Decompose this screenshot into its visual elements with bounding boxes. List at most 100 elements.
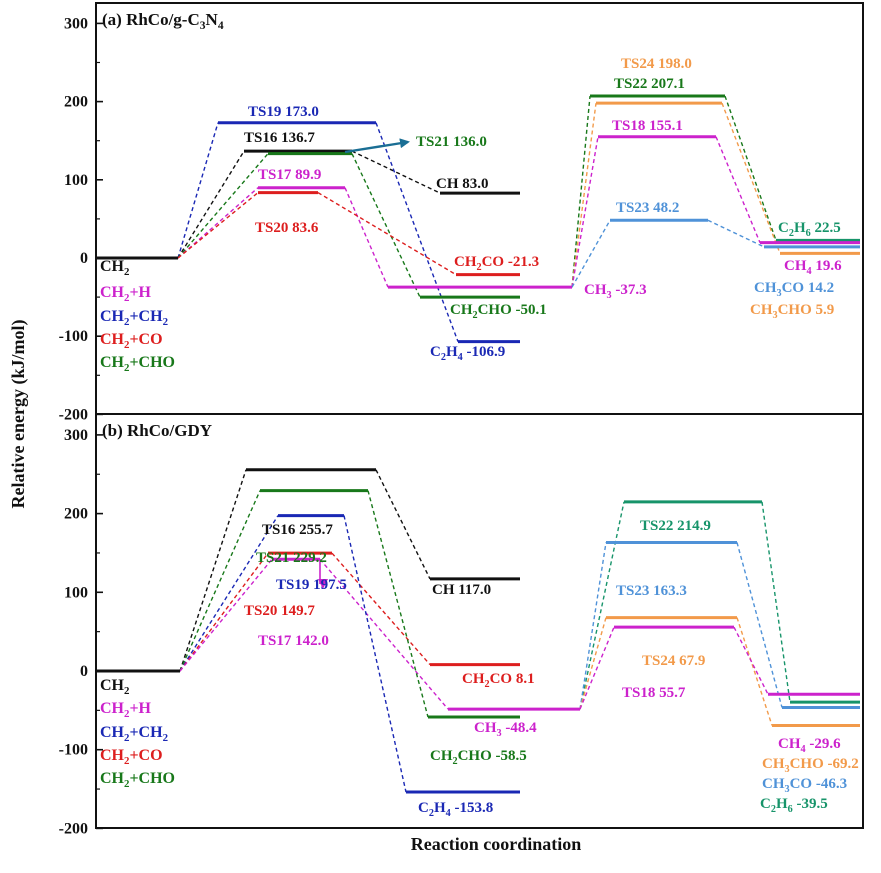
connector-line <box>571 95 591 288</box>
connector-line <box>571 103 597 288</box>
connector-lines <box>177 95 791 793</box>
data-label: CH2CO -21.3 <box>454 254 539 273</box>
y-tick-label: 100 <box>64 584 88 601</box>
y-tick-label: 300 <box>64 427 88 444</box>
panel-b-frame: 300 200 100 0 -100 -200 (b) RhCo/GDY <box>59 413 864 837</box>
data-label: C2H4 -106.9 <box>430 344 505 363</box>
connector-line <box>177 192 259 259</box>
legend-entry: CH2 <box>100 677 129 697</box>
data-label: TS17 89.9 <box>258 167 321 183</box>
data-label: CH 117.0 <box>432 582 491 598</box>
panel-border <box>95 413 864 829</box>
connector-line <box>317 192 457 276</box>
legend-entry: CH2+H <box>100 700 152 720</box>
data-label: CH3 -37.3 <box>584 282 647 301</box>
connector-line <box>331 552 431 666</box>
connector-line <box>579 542 607 710</box>
data-label: CH2CHO -58.5 <box>430 748 527 767</box>
connector-line <box>733 626 769 695</box>
legend-entry: CH2 <box>100 258 129 278</box>
data-label: TS18 55.7 <box>622 685 686 701</box>
connector-line <box>579 626 615 710</box>
chart-text: Relative energy (kJ/mol) Reaction coordin… <box>8 56 859 854</box>
connector-line <box>715 136 761 243</box>
connector-line <box>351 150 441 194</box>
connector-line <box>375 122 459 342</box>
connector-line <box>375 469 431 580</box>
y-tick-label: -100 <box>59 742 88 759</box>
legend-entry: CH2+CO <box>100 331 163 351</box>
legend-entry: CH2+CHO <box>100 354 175 374</box>
legend-entry: CH2+CH2 <box>100 308 168 328</box>
connector-line <box>367 490 429 718</box>
data-label: TS17 142.0 <box>258 633 329 649</box>
connector-line <box>761 501 791 703</box>
connector-line <box>721 102 781 254</box>
y-tick-label: 0 <box>80 663 88 680</box>
data-label: TS22 207.1 <box>614 76 685 92</box>
connector-line <box>177 150 245 259</box>
y-tick-label: -100 <box>59 328 88 345</box>
connector-line <box>571 219 611 288</box>
data-label: TS18 155.1 <box>612 118 683 134</box>
connector-line <box>736 617 773 726</box>
panel-title: (a) RhCo/g-C3N4 <box>102 10 224 32</box>
data-label: TS24 67.9 <box>642 653 705 669</box>
connector-line <box>179 552 269 672</box>
data-label: TS19 173.0 <box>248 104 319 120</box>
data-label: CH3 -48.4 <box>474 720 537 739</box>
data-label: CH4 -29.6 <box>778 736 841 755</box>
data-label: TS21 229.2 <box>256 550 327 566</box>
data-label: CH3CO 14.2 <box>754 280 834 299</box>
y-tick-label: 300 <box>64 15 88 32</box>
connector-line <box>179 490 261 672</box>
y-tick-label: 200 <box>64 506 88 523</box>
x-axis-title: Reaction coordination <box>411 834 582 854</box>
y-tick-label: -200 <box>59 406 88 423</box>
data-label: CH4 19.6 <box>784 258 842 277</box>
connector-line <box>579 501 625 710</box>
connector-line <box>579 617 607 710</box>
data-label: TS19 197.5 <box>276 577 347 593</box>
data-label: CH3CO -46.3 <box>762 776 847 795</box>
legend-entry: CH2+CHO <box>100 770 175 790</box>
data-label: C2H6 22.5 <box>778 220 841 239</box>
energy-levels <box>96 94 860 794</box>
data-label: CH2CHO -50.1 <box>450 302 547 321</box>
connector-line <box>344 187 389 288</box>
data-label: TS16 136.7 <box>244 130 315 146</box>
data-label: TS20 149.7 <box>244 603 315 619</box>
data-label: TS23 48.2 <box>616 200 679 216</box>
connector-line <box>319 558 449 710</box>
connector-line <box>179 515 279 672</box>
legend-entry: CH2+H <box>100 284 152 304</box>
y-tick-label: 100 <box>64 172 88 189</box>
connector-line <box>724 95 777 241</box>
connector-line <box>571 136 599 288</box>
connector-line <box>736 542 783 708</box>
legend-entry: CH2+CO <box>100 747 163 767</box>
ts21-pointer-arrow <box>344 138 410 154</box>
data-label: C2H6 -39.5 <box>760 796 828 815</box>
connector-line <box>177 153 269 259</box>
legend-entry: CH2+CH2 <box>100 724 168 744</box>
data-label: TS23 163.3 <box>616 583 687 599</box>
connector-line <box>179 558 273 672</box>
connector-line <box>177 122 219 259</box>
data-label: TS20 83.6 <box>255 220 319 236</box>
y-tick-label: -200 <box>59 820 88 837</box>
y-tick-label: 0 <box>80 250 88 267</box>
connector-line <box>179 469 247 672</box>
data-label: CH 83.0 <box>436 176 489 192</box>
connector-line <box>351 153 421 298</box>
data-label: C2H4 -153.8 <box>418 800 493 819</box>
data-label: CH3CHO 5.9 <box>750 302 834 321</box>
annotation-arrows <box>318 138 410 589</box>
data-label: TS24 198.0 <box>621 56 692 72</box>
connector-line <box>707 219 765 248</box>
y-axis-title: Relative energy (kJ/mol) <box>8 320 29 509</box>
data-label: CH3CHO -69.2 <box>762 756 859 775</box>
data-label: CH2CO 8.1 <box>462 671 535 690</box>
panel-title: (b) RhCo/GDY <box>102 421 212 440</box>
